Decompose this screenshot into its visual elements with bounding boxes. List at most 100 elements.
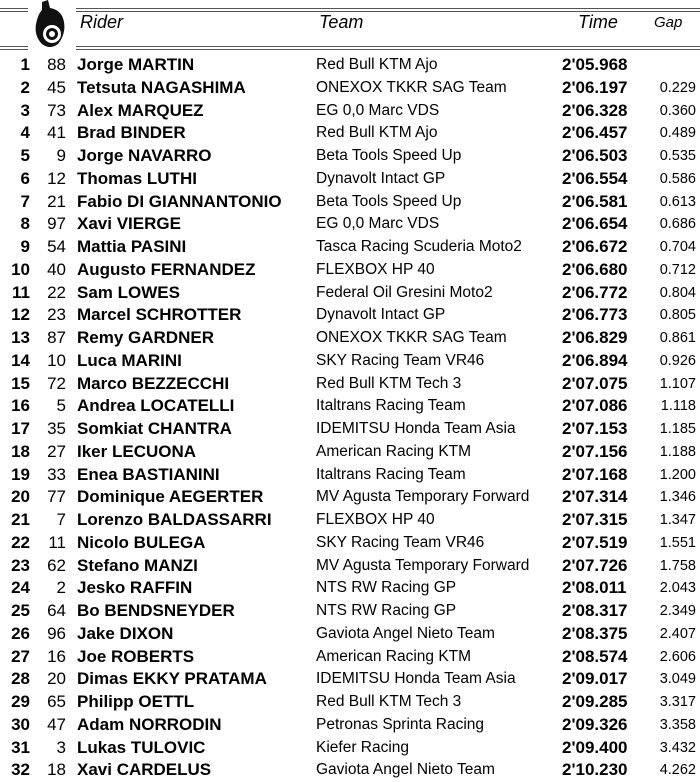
rider-name: Thomas LUTHI [77, 168, 197, 188]
lap-time: 2'05.968 [562, 55, 628, 74]
lap-time: 2'07.314 [562, 487, 628, 507]
lap-time: 2'06.894 [562, 350, 628, 370]
position: 29 [11, 692, 30, 711]
table-row: 6 12 Thomas LUTHI Dynavolt Intact GP 2'06.55… [0, 168, 700, 191]
table-row: 30 47 Adam NORRODIN Petronas Sprinta Racing… [0, 714, 700, 737]
gap: 4.262 [659, 762, 696, 779]
lap-time: 2'07.156 [562, 441, 628, 461]
table-row: 20 77 Dominique AEGERTER MV Agusta Temporar… [0, 486, 700, 509]
rider-number: 77 [47, 487, 66, 507]
table-row: 9 54 Mattia PASINI Tasca Racing Scuderia Mo… [0, 236, 700, 259]
position: 4 [20, 123, 30, 143]
team-name: Federal Oil Gresini Moto2 [316, 283, 493, 301]
gap: 1.346 [659, 489, 696, 506]
rider-number: 5 [56, 396, 66, 416]
rider-name: Lukas TULOVIC [77, 737, 206, 757]
lap-time: 2'06.772 [562, 282, 628, 302]
lap-time: 2'07.153 [562, 419, 628, 438]
rider-number: 54 [47, 237, 66, 256]
table-row: 16 5 Andrea LOCATELLI Italtrans Racing Team… [0, 395, 700, 418]
rider-number: 22 [47, 282, 66, 302]
lap-time: 2'09.400 [562, 737, 628, 757]
gap: 0.704 [659, 239, 696, 255]
position: 22 [11, 532, 30, 552]
team-name: Dynavolt Intact GP [316, 306, 446, 324]
rider-number: 3 [56, 737, 66, 757]
rider-name: Remy GARDNER [77, 328, 214, 347]
gap: 1.188 [659, 443, 696, 460]
team-name: EG 0,0 Marc VDS [316, 215, 440, 233]
team-name: Italtrans Racing Team [316, 465, 466, 483]
rider-number: 96 [47, 623, 66, 643]
table-row: 31 3 Lukas TULOVIC Kiefer Racing 2'09.400 3.4… [0, 737, 700, 760]
rider-number: 72 [47, 373, 66, 393]
rider-name: Philipp OETTL [77, 692, 195, 711]
rider-name: Alex MARQUEZ [77, 100, 204, 120]
header-rule-bottom-2 [0, 49, 700, 50]
gap: 2.349 [659, 603, 696, 619]
team-name: NTS RW Racing GP [316, 602, 457, 619]
column-header-team: Team [319, 12, 364, 32]
rider-number: 33 [47, 464, 66, 484]
rider-number: 12 [47, 168, 66, 188]
team-name: Italtrans Racing Team [316, 397, 466, 415]
table-row: 11 22 Sam LOWES Federal Oil Gresini Moto2 2'… [0, 282, 700, 305]
table-row: 21 7 Lorenzo BALDASSARRI FLEXBOX HP 40 2'07.… [0, 509, 700, 532]
table-row: 8 97 Xavi VIERGE EG 0,0 Marc VDS 2'06.654 0.6… [0, 213, 700, 236]
rider-name: Nicolo BULEGA [77, 532, 206, 552]
team-name: American Racing KTM [316, 442, 472, 460]
rider-name: Jake DIXON [77, 623, 174, 643]
rider-name: Joe ROBERTS [77, 646, 195, 666]
rider-name: Bo BENDSNEYDER [77, 601, 235, 620]
position: 18 [11, 441, 30, 461]
table-row: 12 23 Marcel SCHROTTER Dynavolt Intact GP 2'… [0, 304, 700, 327]
rider-number: 10 [47, 350, 66, 370]
rider-name: Fabio DI GIANNANTONIO [77, 191, 282, 211]
rider-number: 65 [47, 692, 66, 711]
lap-time: 2'08.011 [562, 578, 627, 598]
team-name: EG 0,0 Marc VDS [316, 101, 440, 119]
table-row: 4 41 Brad BINDER Red Bull KTM Ajo 2'06.457 0.… [0, 122, 700, 145]
position: 15 [11, 373, 30, 393]
lap-time: 2'06.328 [562, 100, 628, 120]
team-name: SKY Racing Team VR46 [316, 533, 485, 551]
rider-number: 16 [47, 646, 66, 666]
team-name: Beta Tools Speed Up [316, 192, 462, 210]
gap: 3.432 [659, 739, 696, 756]
rider-number: 73 [47, 100, 66, 120]
lap-time: 2'07.075 [562, 373, 628, 393]
position: 8 [20, 214, 30, 234]
position: 6 [20, 168, 30, 188]
team-name: Beta Tools Speed Up [316, 147, 462, 164]
team-name: Petronas Sprinta Racing [316, 715, 485, 733]
lap-time: 2'08.574 [562, 646, 628, 666]
gap: 1.551 [659, 534, 696, 551]
lap-time: 2'07.086 [562, 396, 628, 416]
lap-time: 2'08.317 [562, 601, 628, 620]
gap: 0.926 [659, 352, 696, 369]
table-row: 26 96 Jake DIXON Gaviota Angel Nieto Team 2'… [0, 623, 700, 646]
rider-number: 11 [48, 532, 66, 552]
position: 10 [11, 259, 30, 279]
rider-name: Tetsuta NAGASHIMA [77, 77, 246, 97]
rider-number: 2 [56, 578, 66, 598]
lap-time: 2'09.326 [562, 714, 628, 734]
position: 11 [12, 282, 30, 302]
rider-number: 9 [56, 146, 66, 165]
gap: 0.861 [659, 330, 696, 346]
team-name: NTS RW Racing GP [316, 579, 457, 597]
rider-number: 18 [47, 760, 66, 780]
gap: 0.712 [659, 261, 696, 278]
rider-name: Dominique AEGERTER [77, 487, 264, 507]
team-name: Red Bull KTM Tech 3 [316, 693, 462, 710]
position: 17 [11, 419, 30, 438]
rider-number: 40 [47, 259, 66, 279]
lap-time: 2'08.375 [562, 623, 628, 643]
team-name: MV Agusta Temporary Forward [316, 488, 530, 506]
rider-number: 97 [47, 214, 66, 234]
rider-number: 21 [47, 191, 66, 211]
team-name: FLEXBOX HP 40 [316, 260, 435, 278]
lap-time: 2'07.519 [562, 532, 628, 552]
lap-time: 2'09.285 [562, 692, 628, 711]
table-row: 5 9 Jorge NAVARRO Beta Tools Speed Up 2'06.5… [0, 145, 700, 168]
